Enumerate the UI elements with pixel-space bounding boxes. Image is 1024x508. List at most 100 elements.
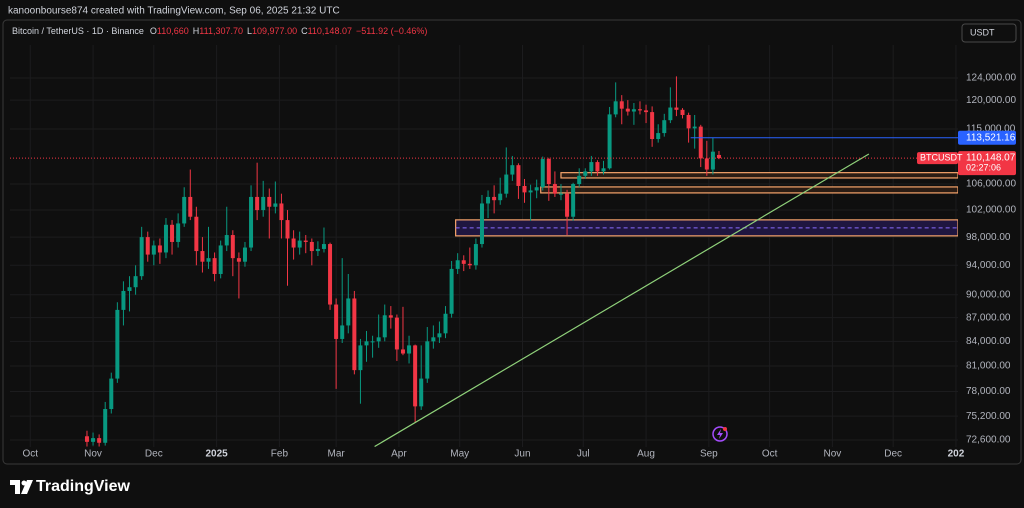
horizontal-line-label: 113,521.16 [966,132,1016,143]
candle-body [486,196,491,204]
candle-body [407,345,412,354]
x-tick-label: Oct [22,449,38,460]
x-tick-label: 2025 [205,449,228,460]
candle-body [224,235,229,246]
candle-body [121,290,126,310]
candle-body [188,196,193,217]
candle-body [91,438,96,442]
candle-body [328,244,333,305]
candle-body [163,224,168,253]
candle-body [686,114,691,129]
candle-body [595,162,600,172]
y-tick-label: 106,000.00 [966,179,1016,190]
candle-body [242,247,247,262]
candle-body [662,120,667,134]
candle-body [352,298,357,371]
countdown: 02:27:06 [966,162,1001,172]
candle-body [431,337,436,342]
x-tick-label: Dec [884,449,902,460]
candle-body [716,154,721,159]
candle-body [546,159,551,185]
candle-body [522,185,527,193]
candle-body [109,378,114,410]
candle-body [358,345,363,371]
candle-body [151,245,156,255]
zone [560,172,958,179]
candle-body [157,245,162,253]
candle-body [565,193,570,217]
candle-body [291,238,296,248]
currency-label[interactable]: USDT [970,27,995,37]
x-tick-label: Nov [84,449,102,460]
change: −511.92 (−0.46%) [356,26,427,36]
x-tick-label: May [450,449,469,460]
y-tick-label: 102,000.00 [966,205,1016,216]
candle-body [364,341,369,346]
x-tick-label: Dec [145,449,163,460]
candle-body [133,276,138,288]
price-label: 110,148.07 [966,153,1016,164]
candle-body [698,126,703,159]
y-tick-label: 84,000.00 [966,336,1011,347]
candle-body [583,171,588,176]
candle-body [236,258,241,262]
candle-body [704,158,709,170]
y-tick-label: 115,000.00 [966,124,1016,135]
y-tick-label: 98,000.00 [966,232,1011,243]
alert-bolt[interactable] [717,429,723,439]
y-tick-label: 90,000.00 [966,289,1011,300]
candle-body [619,101,624,109]
ohlc-value: 110,148.07 [308,26,352,36]
y-tick-label: 78,000.00 [966,386,1011,397]
candle-body [309,241,314,252]
candle-body [84,436,89,442]
candle-body [637,109,642,111]
candle-body [382,315,387,338]
candle-body [340,325,345,339]
candle-body [601,168,606,172]
candle-body [467,263,472,266]
candle-body [127,287,132,291]
x-tick-label: 202 [948,449,965,460]
currency-button[interactable] [961,23,1017,43]
candle-body [425,341,430,379]
candle-body [504,174,509,194]
x-tick-label: Mar [328,449,346,460]
alert-icon[interactable] [712,426,728,442]
candle-body [400,349,405,354]
candle-body [394,317,399,350]
candle-body [370,341,375,343]
caption: kanoonbourse874 created with TradingView… [8,6,340,17]
candle-body [589,162,594,172]
candle-body [285,220,290,239]
x-tick-label: Jun [514,449,530,460]
symbol: Bitcoin / TetherUS · 1D · Binance [12,26,144,36]
alert-ring[interactable] [712,426,728,442]
candle-body [303,240,308,242]
candle-body [139,237,144,277]
candle-body [194,216,199,252]
y-tick-label: 81,000.00 [966,361,1011,372]
candle-body [668,107,673,121]
symbol-tag [917,152,958,165]
candle-body [200,251,205,262]
candle-body [656,133,661,140]
candle-body [267,196,272,207]
candle-body [650,112,655,140]
candle-body [625,108,630,112]
candle-body [334,304,339,339]
candle-body [680,109,685,115]
candle-body [97,438,102,443]
candle-body [498,193,503,201]
candle-body [255,196,260,211]
candle-body [631,109,636,112]
x-tick-label: Sep [700,449,718,460]
candle-body [613,101,618,115]
candle-body [674,107,679,110]
alert-dot[interactable] [723,427,727,431]
candle-body [376,337,381,342]
candle-body [552,184,557,194]
